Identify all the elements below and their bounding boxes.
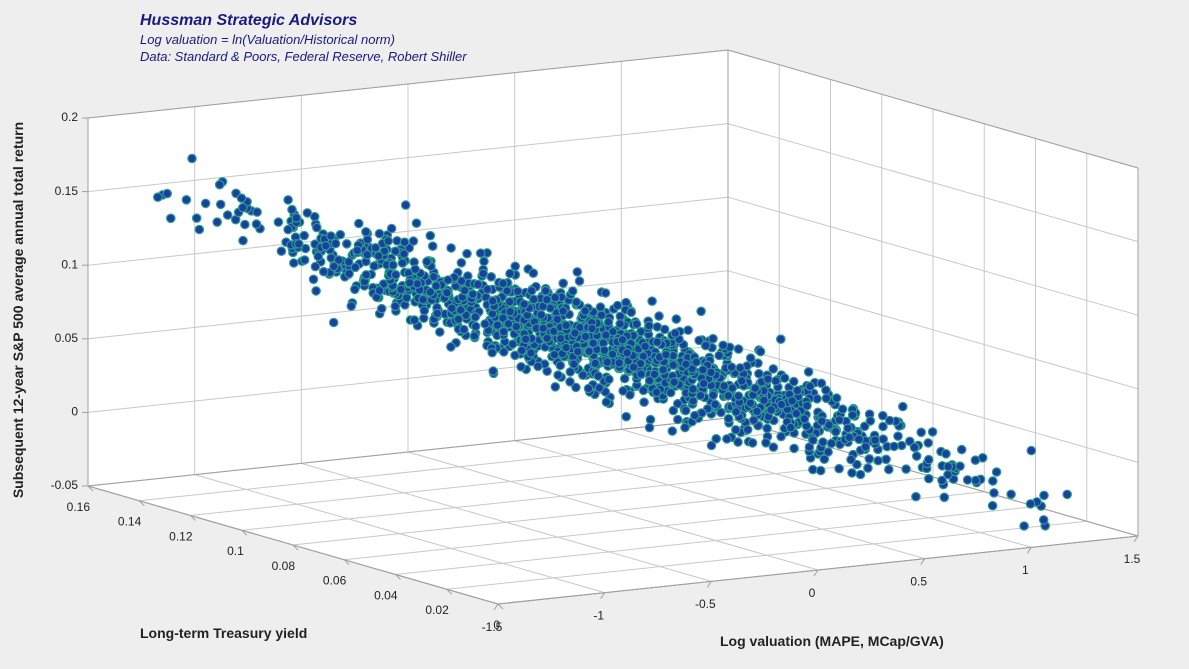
svg-text:0.14: 0.14 (118, 515, 142, 529)
svg-text:-1: -1 (593, 608, 604, 622)
svg-text:0: 0 (71, 405, 78, 419)
svg-text:0.16: 0.16 (67, 500, 91, 514)
svg-text:0.06: 0.06 (323, 574, 347, 588)
svg-text:0.5: 0.5 (910, 574, 927, 588)
svg-text:0.02: 0.02 (425, 603, 449, 617)
svg-text:0.2: 0.2 (61, 110, 78, 124)
svg-text:0.1: 0.1 (61, 257, 78, 271)
svg-text:-0.5: -0.5 (695, 597, 716, 611)
svg-text:0.05: 0.05 (55, 331, 79, 345)
svg-text:0.1: 0.1 (227, 544, 244, 558)
svg-text:0: 0 (809, 586, 816, 600)
svg-text:1: 1 (1022, 563, 1029, 577)
svg-text:0.15: 0.15 (55, 184, 79, 198)
scatter-3d-plot: -0.0500.050.10.150.2-1.5-1-0.500.511.500… (0, 0, 1189, 669)
svg-text:0.04: 0.04 (374, 588, 398, 602)
svg-text:0: 0 (493, 618, 500, 632)
svg-text:-0.05: -0.05 (51, 478, 79, 492)
svg-text:1.5: 1.5 (1124, 552, 1141, 566)
svg-text:0.08: 0.08 (272, 559, 296, 573)
svg-text:0.12: 0.12 (169, 529, 193, 543)
